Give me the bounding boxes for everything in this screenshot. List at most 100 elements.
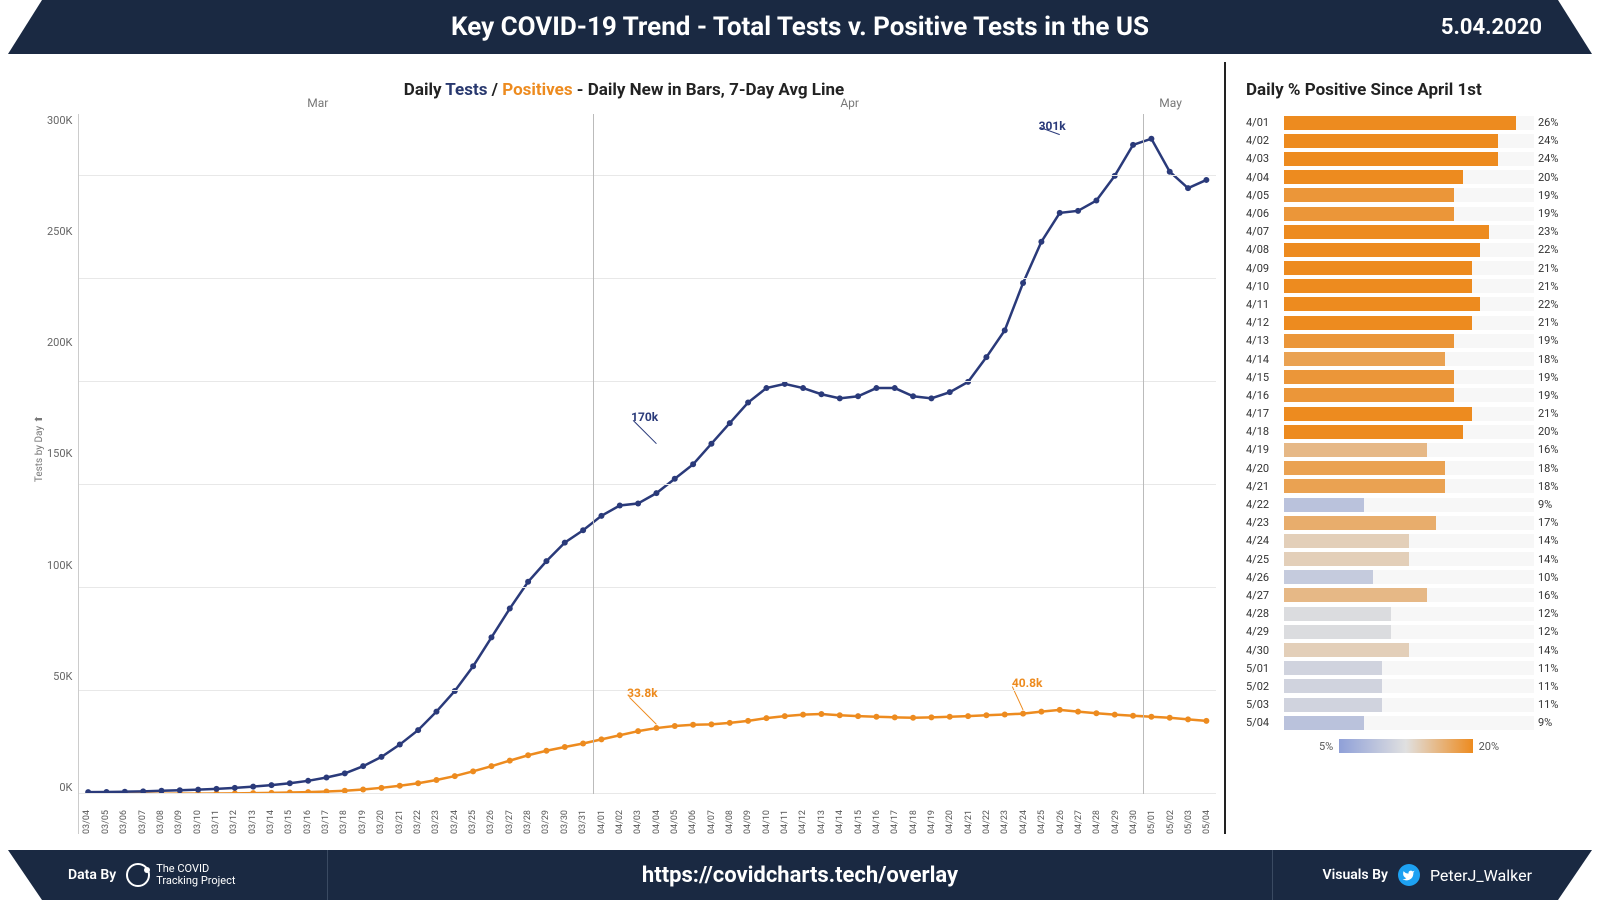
positivity-bar-wrap <box>1284 698 1534 712</box>
y-tick-label: 250K <box>47 225 72 238</box>
y-axis-label: Tests by Day ⬆ <box>32 415 47 482</box>
positivity-date: 4/10 <box>1246 280 1284 293</box>
x-tick-label: 04/11 <box>777 794 793 834</box>
x-tick-label: 03/05 <box>98 794 114 834</box>
positivity-value: 21% <box>1534 407 1572 420</box>
month-label: Apr <box>840 96 859 110</box>
x-tick-label: 04/30 <box>1126 794 1142 834</box>
positivity-date: 4/05 <box>1246 189 1284 202</box>
positivity-bar <box>1284 370 1454 384</box>
x-tick-label: 03/20 <box>373 794 389 834</box>
positivity-row: 4/27 16% <box>1246 587 1572 604</box>
positivity-bar <box>1284 425 1463 439</box>
x-tick-label: 03/31 <box>575 794 591 834</box>
positivity-bar <box>1284 661 1382 675</box>
positivity-bar-wrap <box>1284 516 1534 530</box>
y-tick-label: 200K <box>47 336 72 349</box>
x-tick-label: 04/27 <box>1071 794 1087 834</box>
positivity-value: 12% <box>1534 625 1572 638</box>
positivity-date: 4/03 <box>1246 152 1284 165</box>
positivity-date: 4/01 <box>1246 116 1284 129</box>
content-area: Daily Tests / Positives - Daily New in B… <box>0 54 1600 834</box>
twitter-handle[interactable]: PeterJ_Walker <box>1430 866 1532 885</box>
positivity-value: 18% <box>1534 462 1572 475</box>
positivity-bar-wrap <box>1284 570 1534 584</box>
positivity-bar-wrap <box>1284 152 1534 166</box>
y-axis: 300K250K200K150K100K50K0K <box>47 114 78 834</box>
chart-body: Tests by Day ⬆ 300K250K200K150K100K50K0K… <box>32 114 1216 834</box>
footer-url[interactable]: https://covidcharts.tech/overlay <box>328 863 1272 888</box>
header-banner: Key COVID-19 Trend - Total Tests v. Posi… <box>8 0 1592 54</box>
month-separator <box>593 114 594 794</box>
x-tick-label: 04/08 <box>722 794 738 834</box>
positivity-row: 4/2610% <box>1246 569 1572 586</box>
positivity-bar <box>1284 461 1445 475</box>
positivity-bar <box>1284 479 1445 493</box>
positivity-row: 4/0822% <box>1246 241 1572 258</box>
positivity-value: 16% <box>1534 589 1572 602</box>
positivity-bar <box>1284 407 1472 421</box>
x-tick-label: 04/24 <box>1016 794 1032 834</box>
positivity-value: 23% <box>1534 225 1572 238</box>
positivity-bar <box>1284 316 1472 330</box>
x-tick-label: 03/04 <box>79 794 95 834</box>
positivity-bar-wrap <box>1284 316 1534 330</box>
month-label: May <box>1159 96 1182 110</box>
positivity-bar-wrap <box>1284 170 1534 184</box>
positivity-panel: Daily % Positive Since April 1st 4/0126%… <box>1226 62 1588 834</box>
positivity-value: 19% <box>1534 371 1572 384</box>
positivity-date: 4/07 <box>1246 225 1284 238</box>
positivity-date: 4/14 <box>1246 353 1284 366</box>
gridline <box>79 484 1216 485</box>
gridline <box>79 175 1216 176</box>
footer-right: Visuals By PeterJ_Walker <box>1272 850 1592 900</box>
twitter-icon[interactable] <box>1398 864 1420 886</box>
positivity-date: 5/04 <box>1246 716 1284 729</box>
x-tick-label: 03/29 <box>538 794 554 834</box>
positivity-bar-wrap <box>1284 661 1534 675</box>
positivity-bar-wrap <box>1284 370 1534 384</box>
x-tick-label: 04/23 <box>997 794 1013 834</box>
positivity-bar-wrap <box>1284 443 1534 457</box>
positivity-value: 14% <box>1534 644 1572 657</box>
positivity-bar <box>1284 516 1436 530</box>
positivity-row: 4/0420% <box>1246 169 1572 186</box>
positivity-bar <box>1284 207 1454 221</box>
x-tick-label: 04/10 <box>759 794 775 834</box>
positivity-bar <box>1284 152 1498 166</box>
x-tick-label: 04/25 <box>1034 794 1050 834</box>
x-tick-label: 03/14 <box>263 794 279 834</box>
positivity-row: 4/1820% <box>1246 423 1572 440</box>
x-axis-labels: 03/0403/0503/0603/0703/0803/0903/1003/11… <box>79 794 1216 834</box>
x-tick-label: 03/09 <box>171 794 187 834</box>
positivity-row: 4/2018% <box>1246 460 1572 477</box>
x-tick-label: 05/03 <box>1181 794 1197 834</box>
bars-area <box>79 114 1216 794</box>
positivity-bar <box>1284 297 1480 311</box>
positivity-bar <box>1284 679 1382 693</box>
positivity-value: 9% <box>1534 498 1572 511</box>
positivity-row: 4/3014% <box>1246 641 1572 658</box>
positivity-date: 4/02 <box>1246 134 1284 147</box>
positivity-date: 5/03 <box>1246 698 1284 711</box>
positivity-value: 19% <box>1534 334 1572 347</box>
positivity-date: 4/17 <box>1246 407 1284 420</box>
positivity-value: 18% <box>1534 480 1572 493</box>
positivity-date: 4/27 <box>1246 589 1284 602</box>
x-tick-label: 03/13 <box>245 794 261 834</box>
positivity-value: 21% <box>1534 262 1572 275</box>
x-tick-label: 04/01 <box>594 794 610 834</box>
positivity-date: 4/19 <box>1246 443 1284 456</box>
positivity-row: 4/0519% <box>1246 187 1572 204</box>
x-tick-label: 04/15 <box>851 794 867 834</box>
positivity-date: 4/23 <box>1246 516 1284 529</box>
chart-title-sep: / <box>487 80 502 100</box>
positivity-row: 4/0324% <box>1246 150 1572 167</box>
positivity-title: Daily % Positive Since April 1st <box>1246 72 1572 114</box>
positivity-value: 24% <box>1534 134 1572 147</box>
header-date: 5.04.2020 <box>1441 15 1542 40</box>
positivity-date: 4/28 <box>1246 607 1284 620</box>
main-chart-title: Daily Tests / Positives - Daily New in B… <box>32 72 1216 114</box>
positivity-date: 4/16 <box>1246 389 1284 402</box>
positivity-row: 4/229% <box>1246 496 1572 513</box>
